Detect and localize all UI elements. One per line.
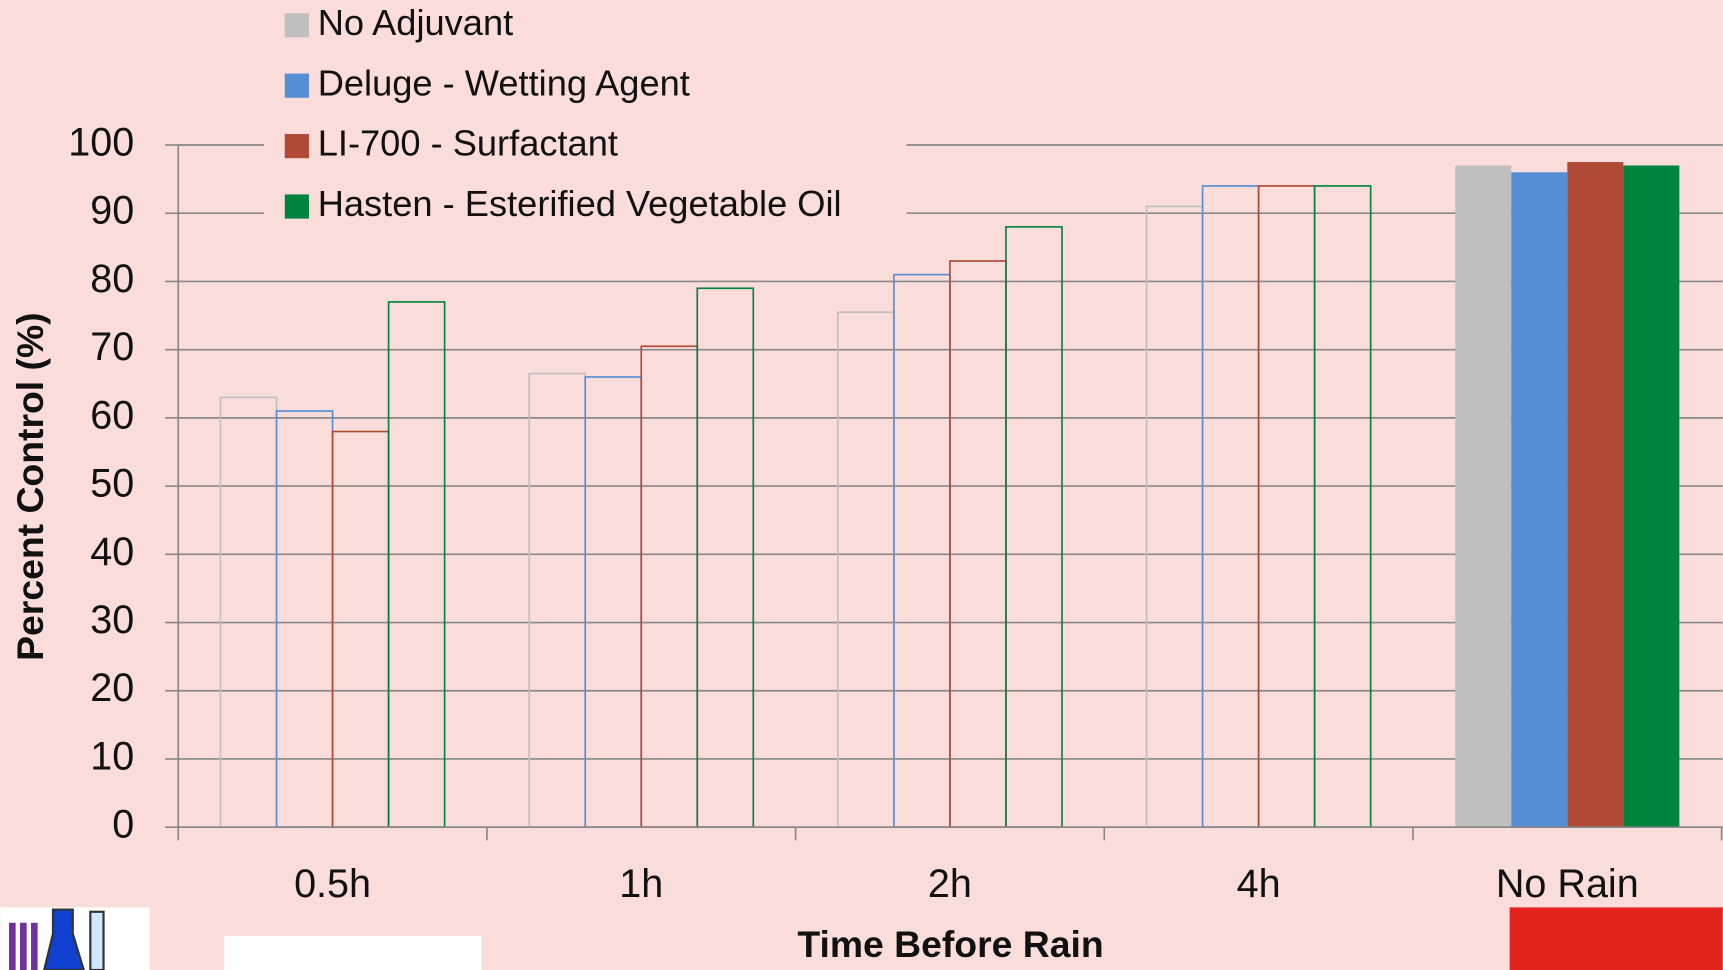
y-tick-label: 50 [90,462,134,506]
legend-label: Hasten - Esterified Vegetable Oil [318,183,842,224]
y-tick-label: 10 [90,734,134,778]
y-axis-label: Percent Control (%) [9,312,51,660]
y-tick-label: 90 [90,189,134,233]
x-tick-label: 1h [619,862,663,906]
y-tick-label: 60 [90,393,134,437]
x-tick-label: 2h [928,862,972,906]
bar [1511,172,1567,827]
y-tick-label: 80 [90,257,134,301]
y-tick-label: 100 [68,120,134,164]
bar [1455,165,1511,827]
x-tick-label: No Rain [1496,862,1639,906]
y-tick-label: 70 [90,325,134,369]
y-tick-label: 20 [90,666,134,710]
legend-label: LI-700 - Surfactant [318,123,618,164]
page: Percent Control (%) Time Before Rain 0 10… [0,0,1723,970]
bar [1623,165,1679,827]
legend-swatch [285,194,309,218]
legend-swatch [285,13,309,37]
y-tick-label: 40 [90,530,134,574]
chart: Percent Control (%) Time Before Rain 0 10… [0,0,1723,970]
legend-swatch [285,134,309,158]
x-axis-label: Time Before Rain [797,923,1103,965]
legend-label: Deluge - Wetting Agent [318,62,690,103]
y-tick-label: 0 [112,803,134,847]
y-tick-label: 30 [90,598,134,642]
x-tick-label: 4h [1237,862,1281,906]
legend-swatch [285,74,309,98]
x-tick-label: 0.5h [294,862,371,906]
legend-label: No Adjuvant [318,2,513,43]
bar [1567,162,1623,827]
